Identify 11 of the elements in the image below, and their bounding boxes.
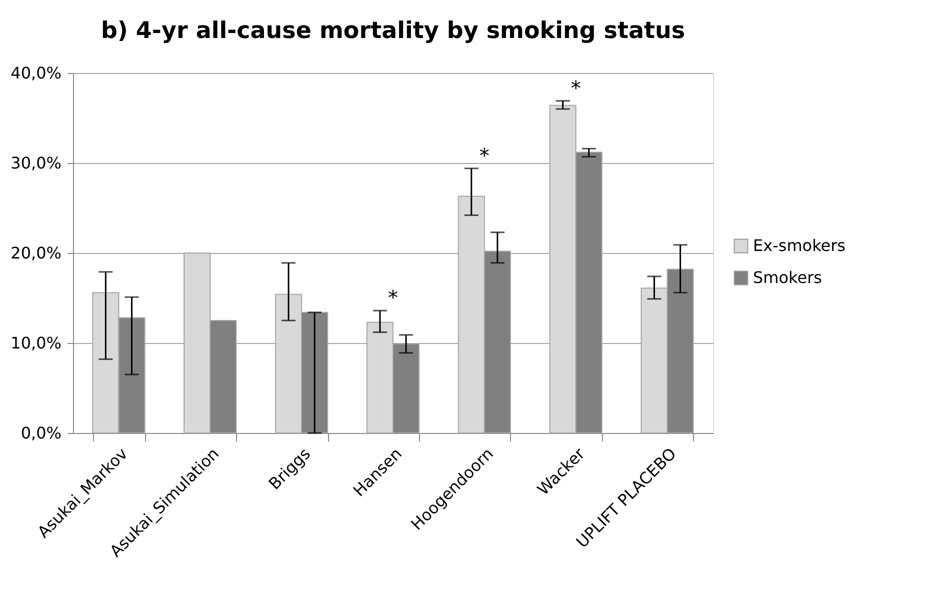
y-tick-label: 0,0% — [20, 424, 62, 442]
annotation: * — [388, 286, 398, 310]
y-tick-label: 40,0% — [10, 64, 62, 82]
annotation: * — [479, 143, 490, 168]
y-tick-label: 20,0% — [10, 244, 62, 262]
chart-title: b) 4-yr all-cause mortality by smoking status — [100, 18, 686, 44]
y-tick-label: 10,0% — [10, 334, 62, 352]
y-tick-label: 30,0% — [10, 154, 62, 172]
legend-label: Ex-smokers — [753, 236, 846, 255]
legend-label: Smokers — [753, 268, 822, 287]
annotation: * — [570, 76, 581, 100]
